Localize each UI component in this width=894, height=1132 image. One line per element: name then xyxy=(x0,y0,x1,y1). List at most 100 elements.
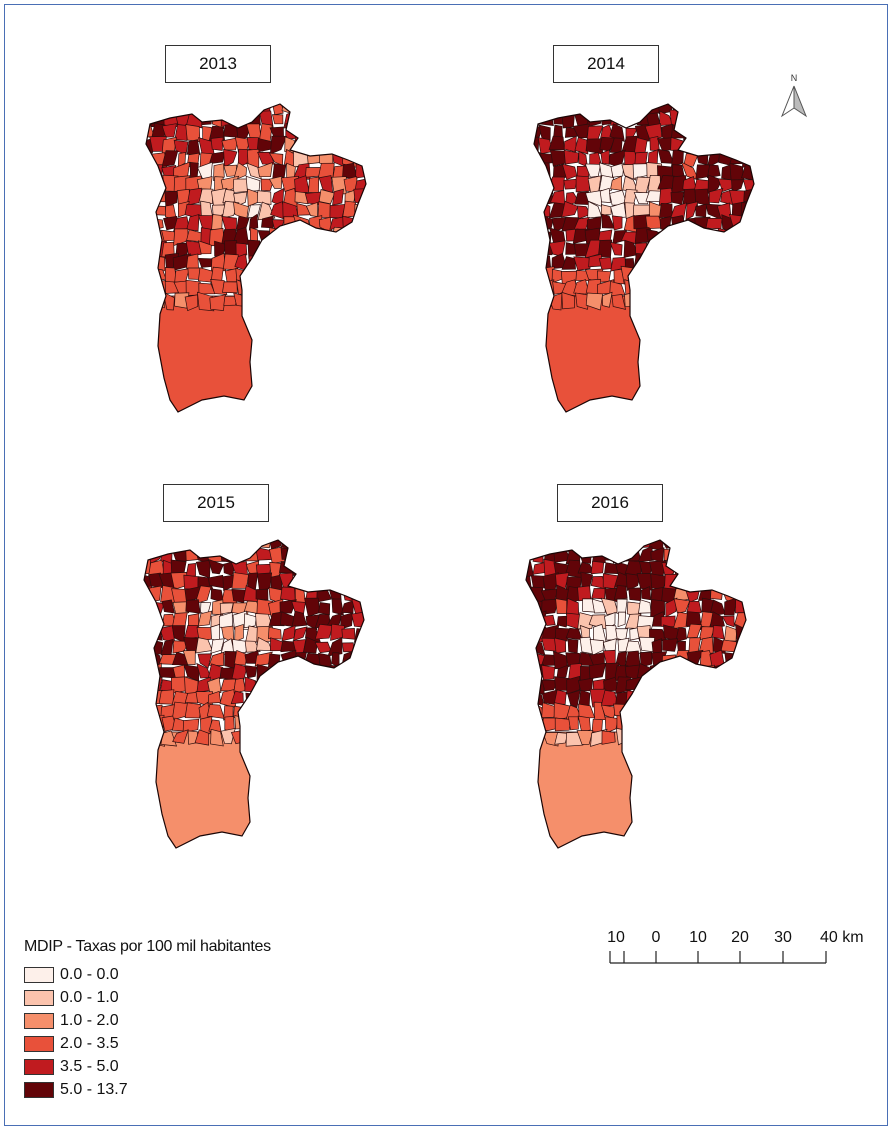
district xyxy=(219,602,234,615)
district xyxy=(756,114,768,128)
district xyxy=(700,545,715,564)
district xyxy=(174,124,189,141)
district xyxy=(752,254,754,269)
district xyxy=(729,110,748,128)
district xyxy=(269,242,287,256)
district xyxy=(647,149,659,165)
district xyxy=(365,536,378,551)
district xyxy=(685,295,698,310)
district xyxy=(756,162,768,180)
district xyxy=(541,679,560,692)
district xyxy=(592,546,606,564)
district xyxy=(671,266,687,282)
district xyxy=(748,691,760,705)
district xyxy=(365,651,378,665)
district xyxy=(225,104,237,115)
district xyxy=(732,716,746,735)
district xyxy=(576,730,594,745)
district xyxy=(364,201,366,218)
district xyxy=(346,111,359,129)
district xyxy=(307,560,321,577)
district xyxy=(268,227,288,244)
district xyxy=(267,626,282,640)
district xyxy=(339,677,356,692)
district xyxy=(144,540,154,552)
district xyxy=(330,560,343,575)
district xyxy=(308,176,320,194)
district xyxy=(563,178,579,190)
district xyxy=(573,104,590,112)
district xyxy=(340,573,354,591)
district xyxy=(741,216,754,232)
district xyxy=(681,241,697,256)
district xyxy=(708,187,724,204)
district xyxy=(355,267,366,286)
district xyxy=(172,729,189,744)
district xyxy=(661,291,674,311)
district xyxy=(363,714,364,734)
district xyxy=(316,585,332,603)
district xyxy=(669,281,686,297)
district xyxy=(198,240,212,255)
district xyxy=(717,135,731,154)
district xyxy=(340,268,360,282)
district xyxy=(329,572,345,591)
district xyxy=(161,540,177,553)
district xyxy=(673,729,691,747)
district xyxy=(745,639,746,657)
district xyxy=(534,231,544,246)
district xyxy=(541,702,559,719)
district xyxy=(293,109,312,128)
north-label: N xyxy=(791,73,798,83)
district xyxy=(640,729,655,747)
district xyxy=(328,280,347,298)
district xyxy=(243,613,257,629)
district xyxy=(353,104,366,116)
year-label-2014: 2014 xyxy=(553,45,659,83)
district xyxy=(683,281,699,299)
district xyxy=(368,296,380,310)
north-arrow-icon: N xyxy=(780,73,808,118)
district xyxy=(556,615,570,628)
district xyxy=(539,188,554,206)
district xyxy=(674,681,691,692)
district xyxy=(670,252,688,273)
district xyxy=(352,231,366,247)
district xyxy=(726,664,740,683)
district xyxy=(724,652,739,669)
district xyxy=(659,216,672,232)
district xyxy=(280,226,297,242)
district xyxy=(195,637,213,654)
district xyxy=(563,135,577,153)
district xyxy=(185,104,202,115)
district xyxy=(740,139,754,154)
district xyxy=(331,226,345,242)
district xyxy=(710,701,725,720)
district xyxy=(254,651,273,667)
district xyxy=(659,202,673,219)
district xyxy=(186,139,201,155)
district xyxy=(268,690,286,708)
district xyxy=(685,702,700,720)
district xyxy=(561,111,576,129)
district xyxy=(602,291,613,308)
district xyxy=(244,665,258,679)
district xyxy=(534,295,754,412)
district xyxy=(278,561,298,575)
district xyxy=(234,623,244,643)
district xyxy=(747,613,760,628)
district xyxy=(307,268,321,284)
district xyxy=(685,110,697,128)
scale-label: 20 xyxy=(731,929,749,946)
district xyxy=(290,731,308,747)
district xyxy=(340,612,354,630)
district xyxy=(294,540,309,551)
district xyxy=(724,717,737,733)
district xyxy=(328,703,343,721)
district xyxy=(717,104,734,117)
district xyxy=(731,228,747,244)
district xyxy=(610,113,628,126)
district xyxy=(254,680,273,693)
district xyxy=(626,717,641,731)
district xyxy=(568,716,579,731)
